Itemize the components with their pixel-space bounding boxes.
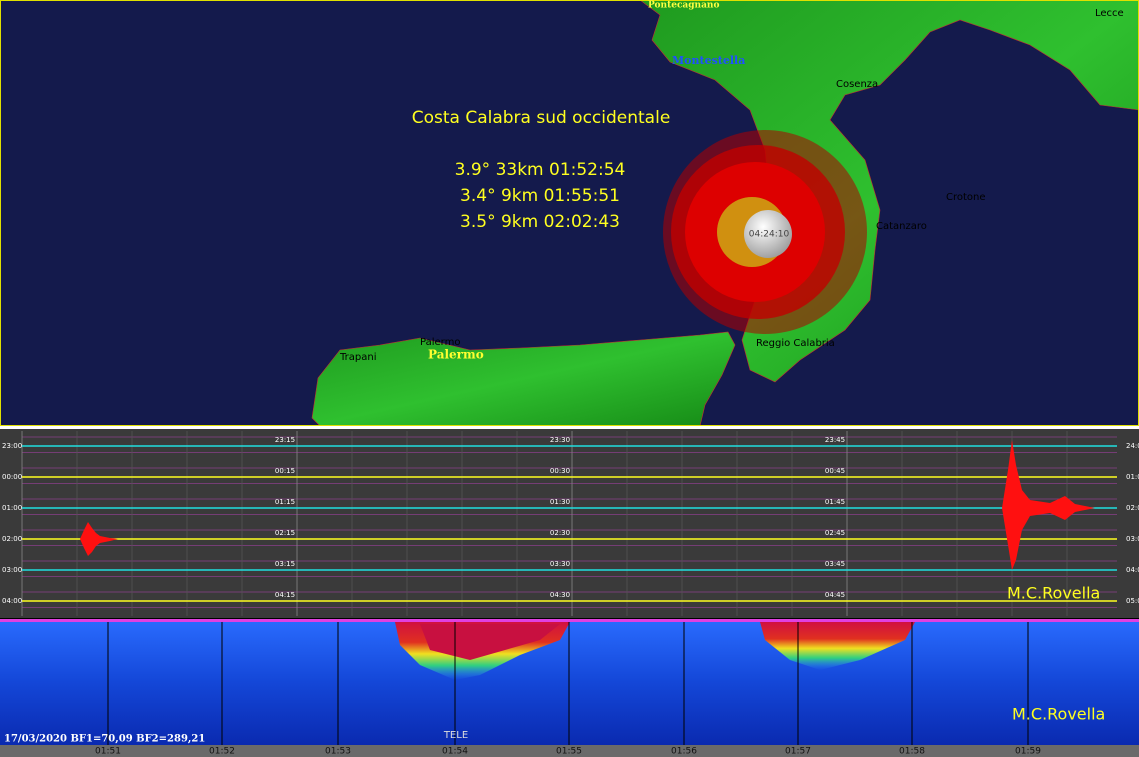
place-label: Lecce	[1095, 8, 1124, 19]
row-label: 04:15	[275, 591, 295, 599]
place-label: Crotone	[946, 192, 986, 203]
row-label: 23:30	[550, 436, 570, 444]
separator	[0, 426, 1139, 429]
marker-time: 04:24:10	[749, 230, 790, 240]
hour-label: 02:00	[1126, 504, 1139, 512]
time-label: 01:56	[671, 747, 697, 757]
overlay: 01:51 01:52 01:53 01:54 01:55 01:56 01:57 01:58…	[4, 622, 1105, 757]
hour-label: 03:00	[1126, 535, 1139, 543]
event-line: 3.9° 33km 01:52:54	[455, 160, 626, 180]
row-label: 04:30	[550, 591, 570, 599]
row-label: 04:45	[825, 591, 845, 599]
place-label: Palermo	[428, 348, 484, 362]
row-label: 00:45	[825, 467, 845, 475]
hour-label: 24:00	[1126, 442, 1139, 450]
station-label: TELE	[443, 730, 468, 741]
spectrogram-burst	[760, 622, 915, 670]
seismic-burst	[1002, 440, 1095, 570]
spectrogram-top	[0, 619, 1139, 622]
time-label: 01:59	[1015, 747, 1041, 757]
row-label: 23:45	[825, 436, 845, 444]
quake-ball	[744, 210, 792, 258]
hour-label: 04:00	[2, 597, 22, 605]
row-label: 00:15	[275, 467, 295, 475]
time-label: 01:53	[325, 747, 351, 757]
land	[311, 331, 736, 427]
row-label: 02:30	[550, 529, 570, 537]
hour-label: 04:00	[1126, 566, 1139, 574]
hour-label: 03:00	[2, 566, 22, 574]
time-label: 01:52	[209, 747, 235, 757]
spectrogram-info: 17/03/2020 BF1=70,09 BF2=289,21	[4, 734, 205, 745]
region-title: Costa Calabra sud occidentale	[412, 108, 671, 128]
watermark: M.C.Rovella	[1007, 584, 1100, 603]
event-line: 3.4° 9km 01:55:51	[460, 186, 620, 206]
hour-label: 23:00	[2, 442, 22, 450]
time-label: 01:58	[899, 747, 925, 757]
time-label: 01:55	[556, 747, 582, 757]
place-label: Catanzaro	[876, 221, 927, 232]
place-label: Pontecagnano	[648, 1, 719, 11]
hour-label: 02:00	[2, 535, 22, 543]
time-label: 01:54	[442, 747, 468, 757]
row-label: 03:15	[275, 560, 295, 568]
row-label: 03:45	[825, 560, 845, 568]
place-label: Montestella	[672, 54, 745, 67]
row-label: 23:15	[275, 436, 295, 444]
event-line: 3.5° 9km 02:02:43	[460, 212, 620, 232]
row-label: 00:30	[550, 467, 570, 475]
watermark: M.C.Rovella	[1012, 705, 1105, 724]
hour-label: 01:00	[1126, 473, 1139, 481]
row-label: 02:45	[825, 529, 845, 537]
time-axis	[0, 745, 1139, 757]
place-label: Reggio Calabria	[756, 338, 835, 349]
row-label: 02:15	[275, 529, 295, 537]
row-label: 03:30	[550, 560, 570, 568]
seismic-burst	[80, 522, 118, 556]
row-label: 01:45	[825, 498, 845, 506]
helicorder-grid: 23:00 24:00 23:15 23:30 23:45 00:00 01:00 00:15…	[2, 431, 1139, 624]
helicorder	[0, 429, 1139, 618]
place-label: Trapani	[339, 352, 376, 363]
time-label: 01:51	[95, 747, 121, 757]
hour-label: 05:00	[1126, 597, 1139, 605]
place-label: Cosenza	[836, 79, 878, 90]
hour-label: 00:00	[2, 473, 22, 481]
hour-label: 01:00	[2, 504, 22, 512]
row-label: 01:15	[275, 498, 295, 506]
place-label: Palermo	[420, 337, 460, 348]
row-label: 01:30	[550, 498, 570, 506]
time-label: 01:57	[785, 747, 811, 757]
